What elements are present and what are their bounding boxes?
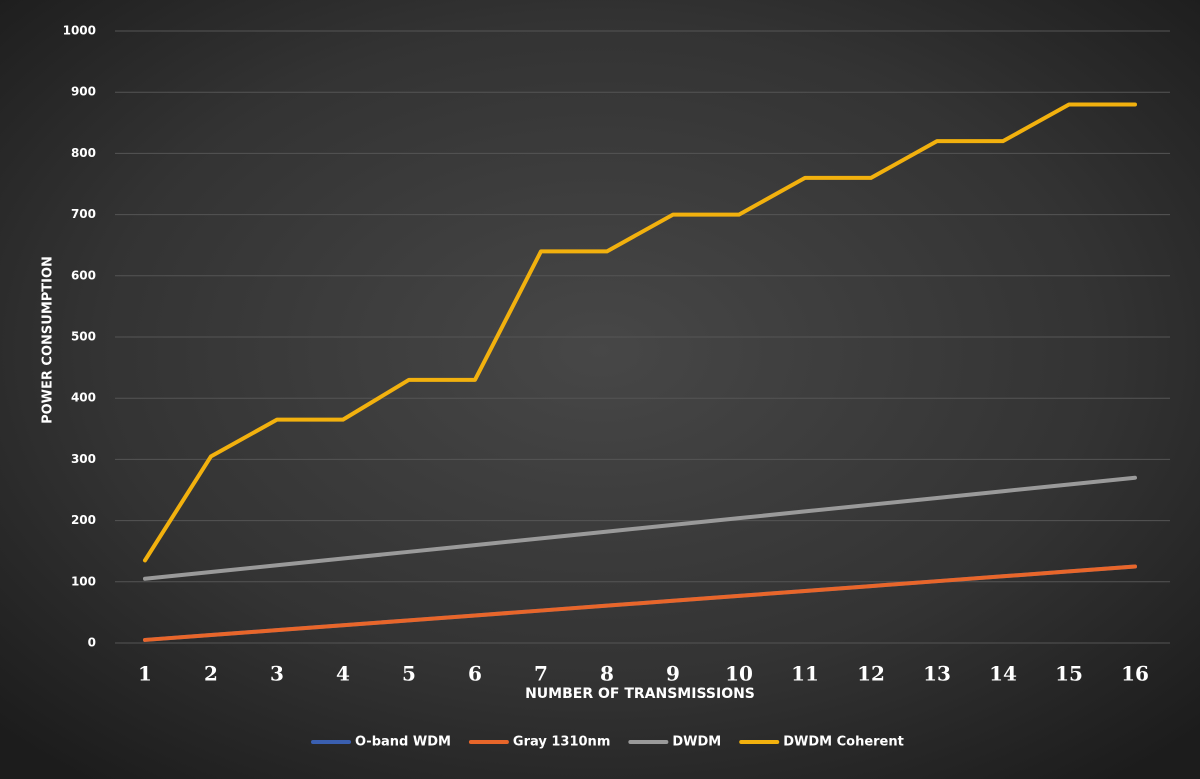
x-tick-label: 3 bbox=[270, 662, 284, 686]
y-tick-label: 600 bbox=[71, 268, 96, 282]
x-tick-label: 10 bbox=[725, 662, 753, 686]
x-tick-label: 6 bbox=[468, 662, 482, 686]
x-tick-label: 1 bbox=[138, 662, 152, 686]
x-tick-label: 15 bbox=[1055, 662, 1083, 686]
x-axis-label: NUMBER OF TRANSMISSIONS bbox=[525, 686, 755, 702]
legend-label: DWDM bbox=[672, 735, 721, 750]
x-tick-label: 9 bbox=[666, 662, 680, 686]
x-tick-label: 16 bbox=[1121, 662, 1149, 686]
x-tick-label: 5 bbox=[402, 662, 416, 686]
x-tick-label: 11 bbox=[791, 662, 819, 686]
y-tick-label: 100 bbox=[71, 574, 96, 588]
series-line bbox=[143, 564, 1137, 642]
x-tick-label: 7 bbox=[534, 662, 548, 686]
y-tick-label: 1000 bbox=[63, 24, 96, 38]
y-tick-label: 0 bbox=[88, 636, 96, 650]
y-axis-label: POWER CONSUMPTION bbox=[41, 256, 56, 424]
x-tick-label: 12 bbox=[857, 662, 885, 686]
x-tick-label: 8 bbox=[600, 662, 614, 686]
x-tick-label: 13 bbox=[923, 662, 951, 686]
series-line bbox=[143, 475, 1137, 581]
y-tick-label: 300 bbox=[71, 452, 96, 466]
x-tick-label: 2 bbox=[204, 662, 218, 686]
y-tick-label: 500 bbox=[71, 330, 96, 344]
y-tick-label: 200 bbox=[71, 513, 96, 527]
series-line bbox=[143, 102, 1137, 563]
legend-label: DWDM Coherent bbox=[783, 735, 904, 750]
x-tick-label: 4 bbox=[336, 662, 350, 686]
y-tick-label: 900 bbox=[71, 85, 96, 99]
y-tick-label: 800 bbox=[71, 146, 96, 160]
y-tick-label: 700 bbox=[71, 207, 96, 221]
x-tick-label: 14 bbox=[989, 662, 1017, 686]
legend-label: Gray 1310nm bbox=[513, 735, 610, 750]
legend-label: O-band WDM bbox=[355, 735, 451, 750]
y-tick-label: 400 bbox=[71, 391, 96, 405]
